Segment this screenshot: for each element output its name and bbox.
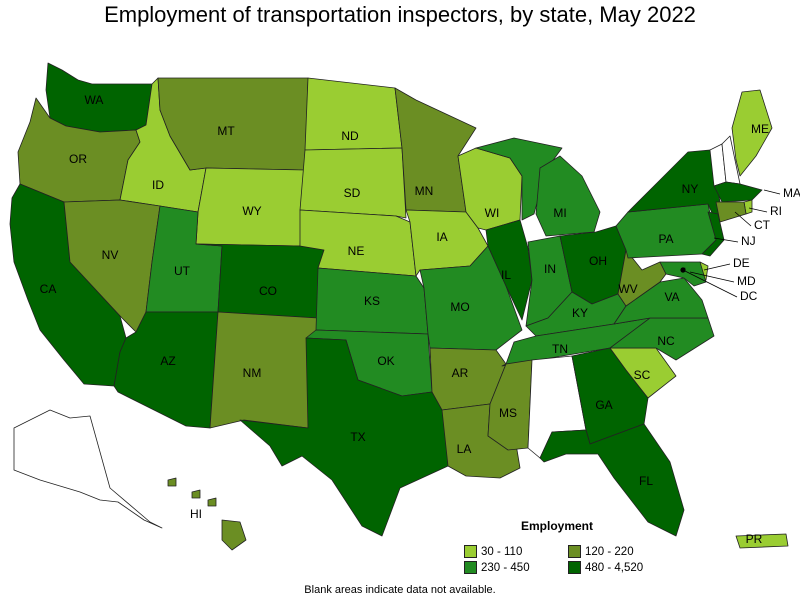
state-label-ia: IA bbox=[436, 230, 447, 244]
state-label-in: IN bbox=[544, 262, 556, 276]
state-label-ok: OK bbox=[377, 354, 394, 368]
legend-item: 480 - 4,520 bbox=[568, 561, 643, 574]
legend-item: 120 - 220 bbox=[568, 545, 634, 558]
legend-item: 230 - 450 bbox=[464, 561, 530, 574]
state-label-me: ME bbox=[751, 122, 769, 136]
state-label-ca: CA bbox=[40, 282, 57, 296]
state-label-tn: TN bbox=[552, 342, 568, 356]
state-label-co: CO bbox=[259, 284, 277, 298]
state-label-id: ID bbox=[152, 178, 164, 192]
legend-label: 30 - 110 bbox=[481, 545, 523, 558]
leader-line-ri bbox=[748, 207, 768, 213]
legend-swatch bbox=[568, 545, 581, 558]
footnote: Blank areas indicate data not available. bbox=[304, 584, 496, 596]
state-label-nj: NJ bbox=[741, 234, 756, 248]
state-label-mo: MO bbox=[450, 300, 469, 314]
state-shape-hi bbox=[221, 519, 247, 551]
leader-line-de bbox=[703, 263, 731, 271]
state-shape-sd bbox=[299, 147, 407, 219]
state-label-il: IL bbox=[501, 268, 511, 282]
state-label-az: AZ bbox=[160, 354, 175, 368]
state-shape-mi bbox=[535, 155, 601, 237]
state-label-ct: CT bbox=[754, 218, 771, 232]
state-shape-ma bbox=[713, 181, 763, 203]
legend-item: 30 - 110 bbox=[464, 545, 522, 558]
map-title: Employment of transportation inspectors,… bbox=[104, 2, 696, 27]
state-label-nd: ND bbox=[341, 129, 359, 143]
state-shape-az bbox=[113, 311, 219, 429]
state-shapes bbox=[9, 62, 789, 551]
state-label-wi: WI bbox=[485, 206, 500, 220]
state-label-wa: WA bbox=[85, 93, 104, 107]
state-label-pr: PR bbox=[746, 532, 763, 546]
state-shape-hi bbox=[207, 497, 217, 507]
state-label-de: DE bbox=[733, 256, 750, 270]
state-label-ky: KY bbox=[572, 306, 588, 320]
leader-line-ma bbox=[763, 189, 781, 195]
label-leader-lines bbox=[680, 189, 781, 298]
state-label-ar: AR bbox=[452, 366, 469, 380]
state-label-ut: UT bbox=[174, 264, 191, 278]
state-label-oh: OH bbox=[589, 254, 607, 268]
state-label-md: MD bbox=[737, 274, 756, 288]
state-shape-md bbox=[659, 261, 707, 287]
legend-swatch bbox=[568, 561, 581, 574]
state-shape-ak bbox=[13, 409, 163, 529]
state-shape-hi bbox=[167, 477, 177, 487]
legend-label: 480 - 4,520 bbox=[585, 561, 644, 574]
state-shape-il bbox=[485, 219, 533, 321]
state-label-ma: MA bbox=[783, 186, 800, 200]
state-shape-hi bbox=[191, 489, 201, 499]
state-label-nc: NC bbox=[657, 334, 675, 348]
state-label-ks: KS bbox=[364, 294, 380, 308]
dc-marker-dot bbox=[680, 267, 686, 273]
leader-line-md bbox=[689, 271, 735, 283]
state-label-pa: PA bbox=[658, 232, 673, 246]
legend-swatch bbox=[464, 561, 477, 574]
state-label-wv: WV bbox=[618, 282, 637, 296]
legend-label: 120 - 220 bbox=[585, 545, 634, 558]
state-shape-tx bbox=[239, 337, 449, 537]
state-shape-mo bbox=[419, 245, 523, 351]
state-label-dc: DC bbox=[740, 289, 758, 303]
state-label-ga: GA bbox=[595, 398, 612, 412]
state-label-tx: TX bbox=[350, 430, 365, 444]
state-label-nm: NM bbox=[243, 366, 262, 380]
state-label-hi: HI bbox=[190, 507, 202, 521]
leader-line-ct bbox=[734, 211, 752, 227]
state-label-va: VA bbox=[664, 290, 679, 304]
legend-swatch bbox=[464, 545, 477, 558]
state-shape-me bbox=[731, 89, 773, 177]
state-shape-fl bbox=[539, 423, 685, 537]
state-shape-nm bbox=[209, 311, 319, 429]
state-shape-mi bbox=[475, 137, 563, 221]
legend-label: 230 - 450 bbox=[481, 561, 530, 574]
state-label-ms: MS bbox=[499, 406, 517, 420]
state-shape-ct bbox=[715, 201, 747, 223]
leader-line-dc bbox=[682, 269, 738, 298]
state-label-sd: SD bbox=[344, 186, 361, 200]
state-label-sc: SC bbox=[634, 368, 651, 382]
state-label-mi: MI bbox=[553, 206, 566, 220]
state-shape-nj bbox=[701, 211, 725, 257]
state-labels: WA OR CA ID NV MT WY UT AZ CO NM ND SD NE KS OK TX MN IA MO… bbox=[40, 93, 800, 546]
state-label-or: OR bbox=[69, 152, 87, 166]
state-label-la: LA bbox=[457, 442, 472, 456]
state-label-ny: NY bbox=[682, 182, 699, 196]
state-shape-pr bbox=[735, 533, 789, 549]
state-label-mt: MT bbox=[217, 124, 235, 138]
state-label-mn: MN bbox=[415, 184, 434, 198]
state-label-ne: NE bbox=[348, 244, 365, 258]
state-label-ri: RI bbox=[770, 204, 782, 218]
state-label-nv: NV bbox=[102, 248, 119, 262]
state-label-fl: FL bbox=[639, 474, 653, 488]
legend-title: Employment bbox=[521, 519, 594, 533]
state-label-wy: WY bbox=[242, 204, 261, 218]
leader-line-nj bbox=[713, 237, 739, 243]
